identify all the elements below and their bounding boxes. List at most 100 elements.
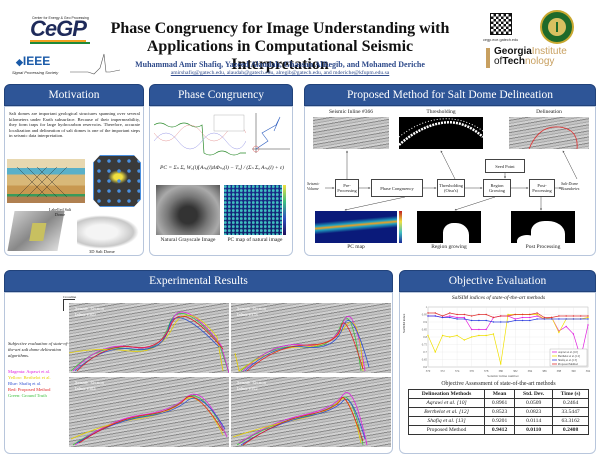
svg-text:1: 1 [426, 305, 428, 309]
colorbar [283, 185, 286, 235]
motivation-panel: Salt domes are important geological stru… [4, 106, 144, 256]
svg-text:Aqrawi et al. [10]: Aqrawi et al. [10] [558, 351, 578, 354]
crossline-axis-label: Crossline [63, 295, 77, 299]
result-panel-inline-369: Seismic Section Inline #369 [69, 303, 229, 373]
cegp-tagline: Center for Energy & Geo Processing [32, 16, 89, 20]
grayscale-caption: Natural Grayscale Image [160, 237, 216, 243]
crossline-arrow [63, 299, 75, 300]
phase-congruency-heading: Phase Congruency [149, 84, 293, 106]
experimental-results-heading: Experimental Results [4, 270, 393, 292]
table-header-row: Delineation Methods Mean Std. Dev. Time … [407, 389, 589, 399]
chart-ylabel: SalSIM index [402, 313, 406, 333]
post-processing-block: Post-Processing [529, 179, 555, 197]
proposed-method-panel: Seismic Inline #366 Thresholding Delinea… [304, 106, 596, 256]
motivation-text: Salt domes are important geological stru… [9, 111, 140, 139]
gt-logo: GeorgiaInstitute ofTechnology [494, 46, 567, 67]
delineation-label: Delineation [536, 109, 562, 115]
kfupm-logo [540, 10, 574, 44]
pc-formula: PC = Σₙ Σₒ Wₒ(l)⌊Aₙₒ(l)ΔΦₙₒ(l) − Tₒ⌋ / (… [160, 165, 284, 171]
3d-salt-dome-caption: 3D Salt Dome [89, 249, 115, 254]
qr-caption: cegp.ece.gatech.edu [483, 38, 519, 42]
svg-text:Shafiq et al. [13]: Shafiq et al. [13] [558, 359, 577, 362]
svg-text:374: 374 [455, 369, 460, 373]
labelled-salt-dome-caption: Labelled Salt Dome [48, 207, 72, 217]
sps-label: Signal Processing Society [12, 70, 59, 75]
proposed-method-heading: Proposed Method for Salt Dome Delineatio… [304, 84, 596, 106]
thresholding-block: Thresholding (Otsu's) [437, 179, 465, 197]
thresholding-label: Thresholding [426, 109, 456, 115]
fourier-components-plot [154, 113, 246, 161]
thresholding-image [399, 117, 483, 149]
table-caption: Objective Assessment of state-of-the-art… [441, 381, 556, 387]
authors: Muhammad Amir Shafiq, Yazeed Alaudah, Gh… [135, 60, 425, 69]
svg-text:378: 378 [484, 369, 489, 373]
pc-colorbar [399, 211, 402, 243]
svg-text:0.6: 0.6 [423, 365, 427, 369]
time-arrow [63, 299, 64, 311]
svg-text:382: 382 [513, 369, 518, 373]
svg-text:0.65: 0.65 [422, 358, 428, 362]
region-growing-caption: Region growing [431, 244, 467, 250]
svg-text:384: 384 [528, 369, 533, 373]
svg-text:0.8: 0.8 [423, 335, 427, 339]
svg-text:376: 376 [469, 369, 474, 373]
seismic-inline-label: Seismic Inline #366 [329, 109, 373, 115]
result-panel-inline-384: Seismic Section Inline #384 [69, 377, 229, 447]
gt-tower-icon [486, 48, 490, 68]
delineation-image [509, 117, 589, 149]
post-processing-image [511, 211, 575, 243]
table-row: Berthelot et al. [12] 0.8523 0.0823 33.5447 [407, 407, 589, 417]
table-row: Aqrawi et al. [10] 0.8961 0.0509 0.2464 [407, 398, 589, 408]
input-label: Seismic Volume [307, 181, 320, 191]
objective-table: Delineation Methods Mean Std. Dev. Time … [407, 389, 589, 435]
poster-title: Phase Congruency for Image Understanding… [110, 20, 450, 73]
objective-evaluation-panel: SalSIM indices of state-of-the-art metho… [399, 292, 596, 454]
svg-text:390: 390 [571, 369, 576, 373]
experimental-results-panel: Crossline Subjective evaluation of state… [4, 292, 393, 454]
svg-text:0.9: 0.9 [423, 320, 427, 324]
motivation-heading: Motivation [4, 84, 144, 106]
table-row-proposed: Proposed Method 0.9412 0.0110 0.2408 [407, 425, 589, 435]
qr-code[interactable] [490, 13, 512, 35]
pcmap-caption: PC map of natural image [227, 237, 283, 243]
phasor-diagram [252, 113, 290, 153]
objective-evaluation-heading: Objective Evaluation [399, 270, 596, 292]
svg-text:Proposed Method: Proposed Method [558, 363, 578, 366]
svg-text:392: 392 [586, 369, 591, 373]
svg-text:Berthelot et al. [12]: Berthelot et al. [12] [558, 355, 580, 358]
region-growing-block: Region Growing [483, 179, 511, 197]
ieee-logo: ◆IEEE [16, 54, 51, 68]
cegp-logo: CeGP [30, 16, 87, 43]
cegp-logo-stripe [30, 42, 90, 44]
seismic-inline-image [313, 117, 389, 149]
table-row: Shafiq et al. [13] 0.9201 0.0114 63.3162 [407, 416, 589, 426]
region-growing-image [417, 211, 481, 243]
emails[interactable]: amirshafiq@gatech.edu, alaudah@gatech.ed… [170, 70, 390, 76]
output-label: Salt-Dome Boundaries [561, 181, 580, 191]
chart-title: SalSIM indices of state-of-the-art metho… [451, 295, 546, 301]
svg-text:380: 380 [498, 369, 503, 373]
post-processing-caption: Post Processing [525, 244, 561, 250]
color-legend: Magenta: Aqrawi et al. Yellow: Berthelot… [8, 369, 51, 398]
natural-grayscale-image [156, 185, 220, 235]
svg-text:0.95: 0.95 [422, 313, 428, 317]
3d-salt-dome-image [77, 215, 139, 249]
pre-processing-block: Pre-Processing [335, 179, 359, 197]
seed-point-block: Seed Point [485, 159, 525, 173]
svg-text:0.75: 0.75 [422, 343, 428, 347]
svg-text:386: 386 [542, 369, 547, 373]
pc-map-caption: PC map [347, 244, 365, 250]
labelled-salt-dome-image [7, 211, 65, 251]
svg-text:388: 388 [557, 369, 562, 373]
seismic-survey-image [7, 159, 85, 203]
svg-text:372: 372 [440, 369, 445, 373]
phase-congruency-block: Phase Congruency [371, 179, 423, 197]
result-panel-inline-392: Seismic Section Inline #392 [231, 377, 391, 447]
sps-waveform-icon [70, 53, 120, 75]
experimental-description: Subjective evaluation of state-of-the-ar… [8, 341, 69, 358]
svg-text:370: 370 [426, 369, 431, 373]
svg-text:0.7: 0.7 [423, 350, 427, 354]
pc-map-natural-image [224, 185, 282, 235]
result-panel-inline-378: Seismic Section Inline #378 [231, 303, 391, 373]
